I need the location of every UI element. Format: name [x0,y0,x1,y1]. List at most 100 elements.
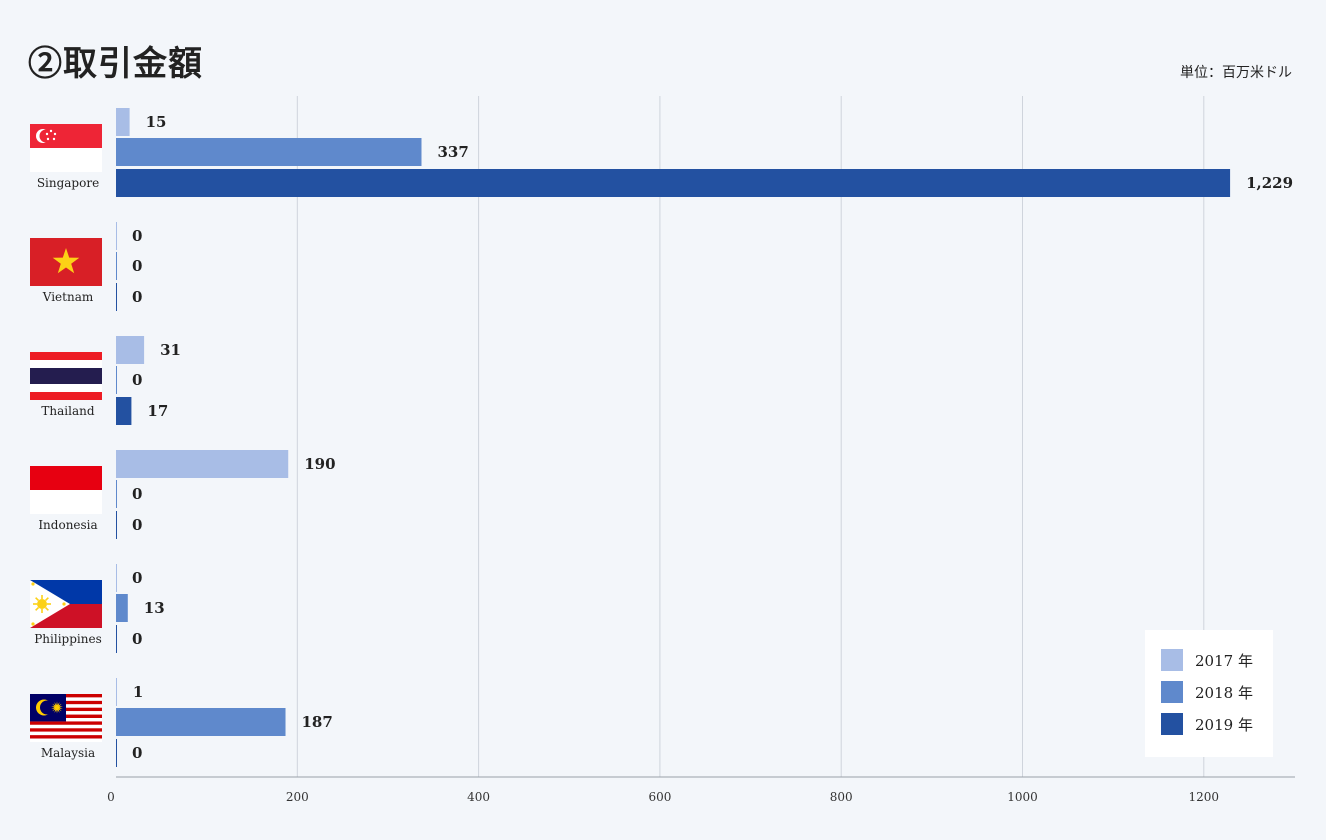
bar-singapore-2019 [116,169,1231,197]
indonesia-flag [30,466,102,514]
flag-star-4 [45,132,49,136]
data-label-thailand-2017: 31 [160,341,181,359]
data-label-singapore-2017: 15 [146,113,167,131]
x-tick-label-1000: 1000 [1007,790,1038,804]
legend-label-2017: 2017 年 [1195,651,1253,670]
flag-star-1 [31,622,35,626]
bar-vietnam-2017 [116,222,117,250]
legend-item-2017: 2017 年 [1161,648,1253,672]
bar-malaysia-2019 [116,739,117,767]
data-label-vietnam-2017: 0 [132,227,142,245]
thailand-flag [30,352,102,400]
bar-thailand-2017 [116,336,145,364]
data-label-malaysia-2018: 187 [302,713,333,731]
flag-star-2 [62,602,66,606]
x-tick-label-400: 400 [467,790,490,804]
flag-sun-ray-1 [44,606,49,611]
country-label-thailand: Thailand [41,404,94,418]
flag-star [51,701,63,714]
country-label-philippines: Philippines [34,632,102,646]
philippines-flag [30,580,102,628]
bar-singapore-2018 [116,138,422,166]
x-tick-label-1200: 1200 [1189,790,1220,804]
bar-philippines-2017 [116,564,117,592]
flag-star-1 [53,132,57,136]
flag-stripe-10 [30,728,102,732]
country-label-singapore: Singapore [37,176,99,190]
bar-indonesia-2017 [116,450,289,478]
bar-indonesia-2019 [116,511,117,539]
legend-swatch-2018 [1161,681,1183,703]
flag-stripe-11 [30,731,102,736]
bar-malaysia-2017 [116,678,117,706]
flag-sun-ray-7 [44,597,49,602]
bar-indonesia-2018 [116,480,117,508]
bar-thailand-2018 [116,366,117,394]
data-label-vietnam-2019: 0 [132,288,142,306]
data-label-vietnam-2018: 0 [132,257,142,275]
flag-sun [37,599,47,609]
x-tick-label-600: 600 [648,790,671,804]
x-tick-label-0: 0 [107,790,115,804]
flag-band-2 [30,368,102,384]
bar-philippines-2018 [116,594,128,622]
flag-star-2 [52,137,56,141]
flag-band-1 [30,360,102,368]
flag-sun-ray-3 [35,606,40,611]
data-label-singapore-2018: 337 [437,143,468,161]
data-label-singapore-2019: 1,229 [1246,174,1293,192]
flag-moon-cut [39,129,53,143]
flag-stripe-13 [30,738,102,742]
bar-vietnam-2018 [116,252,117,280]
legend-label-2018: 2018 年 [1195,683,1253,702]
data-label-thailand-2019: 17 [147,402,168,420]
country-label-vietnam: Vietnam [42,290,94,304]
data-label-malaysia-2017: 1 [133,683,143,701]
flag-star [52,248,80,274]
legend-swatch-2017 [1161,649,1183,671]
vietnam-flag [30,238,102,286]
x-tick-label-800: 800 [830,790,853,804]
flag-band-4 [30,392,102,400]
flag-sun-ray-5 [35,597,40,602]
flag-stripe-9 [30,724,102,729]
data-label-indonesia-2018: 0 [132,485,142,503]
data-label-indonesia-2017: 190 [304,455,335,473]
chart-title: ②取引金額 [28,44,203,84]
x-tick-label-200: 200 [286,790,309,804]
bar-vietnam-2019 [116,283,117,311]
flag-white-band [30,490,102,514]
flag-red-band [30,466,102,490]
flag-stripe-12 [30,735,102,739]
malaysia-flag [30,694,102,742]
bar-malaysia-2018 [116,708,286,736]
data-label-indonesia-2019: 0 [132,516,142,534]
flag-star-3 [46,137,50,141]
data-label-philippines-2018: 13 [144,599,165,617]
flag-star-0 [31,582,35,586]
singapore-flag [30,124,102,172]
flag-white-band [30,148,102,172]
data-label-thailand-2018: 0 [132,371,142,389]
data-label-philippines-2019: 0 [132,630,142,648]
country-label-malaysia: Malaysia [41,746,95,760]
country-label-indonesia: Indonesia [38,518,97,532]
data-label-philippines-2017: 0 [132,569,142,587]
data-label-malaysia-2019: 0 [132,744,142,762]
legend-item-2018: 2018 年 [1161,680,1253,704]
bar-thailand-2019 [116,397,132,425]
flag-crescent-cut [40,700,54,715]
flag-stripe-8 [30,721,102,725]
bar-singapore-2017 [116,108,130,136]
gridlines [296,96,1205,777]
bar-philippines-2019 [116,625,117,653]
legend-swatch-2019 [1161,713,1183,735]
flag-star-0 [49,129,53,133]
legend: 2017 年 2018 年 2019 年 [1145,630,1273,757]
flag-band-3 [30,384,102,392]
flag-band-0 [30,352,102,360]
legend-label-2019: 2019 年 [1195,715,1253,734]
legend-item-2019: 2019 年 [1161,712,1253,736]
unit-label: 単位：百万米ドル [1180,65,1292,81]
